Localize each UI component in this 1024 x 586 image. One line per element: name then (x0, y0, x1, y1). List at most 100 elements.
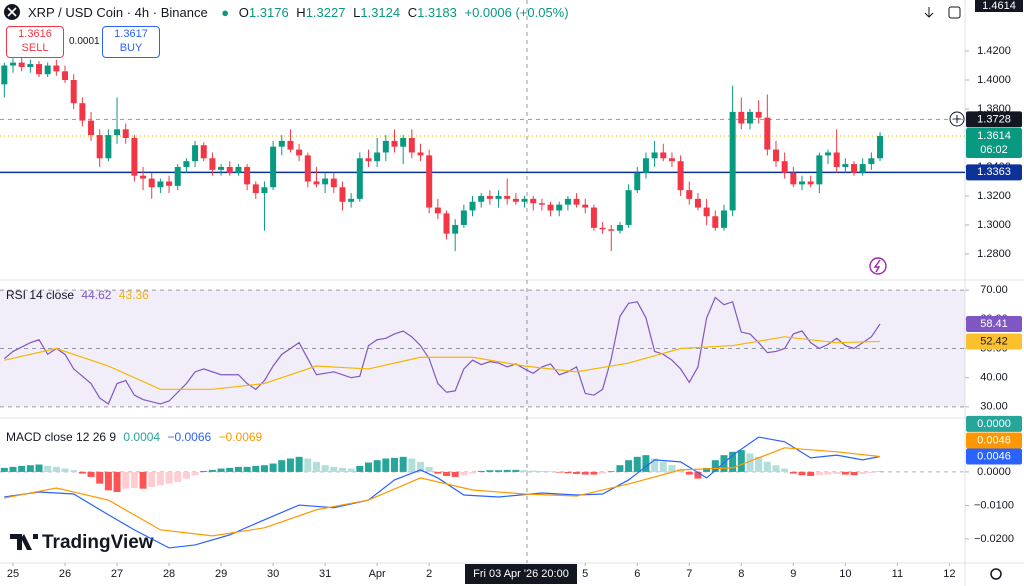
candle-body (417, 152, 424, 156)
candle-body (842, 164, 849, 167)
candle-body (746, 111, 753, 124)
histogram-bar (156, 471, 164, 486)
candle-body (556, 204, 563, 211)
header: XRP / USD Coin · 4h · Binance ● O1.3176 … (28, 5, 573, 20)
histogram-bar (347, 468, 355, 472)
buy-label: BUY (119, 42, 143, 54)
price-badge (966, 127, 1022, 158)
price-badge (966, 333, 1022, 350)
sell-label: SELL (21, 42, 49, 54)
histogram-bar (295, 456, 303, 472)
candle-body (564, 198, 571, 205)
candle-body (96, 135, 103, 159)
sell-button[interactable]: 1.3616 SELL (6, 26, 64, 58)
histogram-bar (330, 466, 338, 472)
price-badge-label: 0.0000 (977, 418, 1011, 430)
rsi-line (4, 336, 881, 390)
price-badge (966, 111, 1022, 128)
candle-body (504, 195, 511, 199)
macd-line (4, 436, 881, 549)
buy-price: 1.3617 (114, 28, 148, 40)
candle-body (304, 155, 311, 182)
histogram-bar (815, 471, 823, 476)
histogram-bar (486, 470, 494, 472)
histogram-bar (581, 471, 589, 475)
x-tick-label: 2 (426, 568, 432, 580)
candle-body (851, 164, 858, 173)
candle-body (296, 149, 303, 156)
histogram-bar (599, 471, 607, 474)
histogram-bar (841, 471, 849, 475)
settings-icon[interactable] (990, 568, 1002, 580)
histogram-bar (521, 470, 529, 472)
candle-body (408, 137, 415, 153)
candle-body (235, 166, 242, 173)
x-tick-label: 30 (267, 568, 279, 580)
candle-body (148, 178, 155, 188)
histogram-bar (729, 451, 737, 472)
candle-body (157, 181, 164, 188)
histogram-bar (833, 471, 841, 474)
histogram-bar (174, 471, 182, 482)
y-tick-label: 1.3000 (977, 219, 1011, 231)
event-icon[interactable] (869, 257, 887, 275)
event-icon-glyph (873, 259, 881, 273)
candle-body (582, 204, 589, 208)
candle-body (798, 181, 805, 185)
histogram-bar (703, 467, 711, 472)
histogram-bar (789, 471, 797, 474)
ohlc-key: L (353, 5, 361, 20)
histogram-bar (191, 471, 199, 476)
candle-body (859, 164, 866, 173)
download-icon[interactable] (924, 7, 934, 18)
histogram-bar (755, 456, 763, 472)
candle-body (62, 71, 69, 81)
candle-body (88, 120, 95, 136)
candle-body (833, 152, 840, 167)
candle-body (825, 152, 832, 156)
histogram-bar (208, 469, 216, 472)
histogram-bar (573, 471, 581, 474)
rsi-ma-value: 43.36 (118, 288, 149, 302)
refresh-icon[interactable] (948, 6, 961, 19)
x-tick-label: 6 (634, 568, 640, 580)
ohlc-value: 1.3176 (248, 5, 289, 20)
histogram-bar (469, 471, 477, 474)
candle-body (313, 181, 320, 185)
candle-body (183, 161, 190, 167)
price-badge-label: 58.41 (980, 318, 1008, 330)
ohlc-key: C (407, 5, 418, 20)
histogram-bar (807, 471, 815, 476)
histogram-bar (564, 471, 572, 474)
x-tick-label: 25 (7, 568, 19, 580)
candle-body (261, 187, 268, 194)
histogram-bar (668, 465, 676, 472)
price-badge-label: 0.0046 (977, 450, 1011, 462)
candle-body (365, 158, 372, 162)
histogram-bar (182, 471, 190, 479)
logo-mark (10, 534, 38, 550)
candle-body (573, 198, 580, 205)
histogram-bar (304, 458, 312, 472)
candle-body (244, 166, 251, 185)
histogram-bar (113, 471, 121, 493)
buy-button[interactable]: 1.3617 BUY (102, 26, 160, 58)
histogram-bar (763, 461, 771, 472)
candle-body (209, 158, 216, 170)
histogram-bar (772, 465, 780, 472)
candle-body (651, 152, 658, 159)
candle-body (616, 224, 623, 231)
price-badge (966, 415, 1022, 432)
candle-body (625, 190, 632, 225)
histogram-bar (200, 470, 208, 472)
price-badge (966, 432, 1022, 449)
histogram-bar (44, 465, 52, 472)
histogram-bar (390, 457, 398, 472)
histogram-bar (659, 461, 667, 472)
y-tick-label: −0.0100 (974, 499, 1014, 511)
candle-body (131, 137, 138, 176)
symbol-title: XRP / USD Coin · 4h · Binance (28, 5, 208, 20)
logo-text: TradingView (42, 532, 154, 553)
candle-body (218, 166, 225, 170)
